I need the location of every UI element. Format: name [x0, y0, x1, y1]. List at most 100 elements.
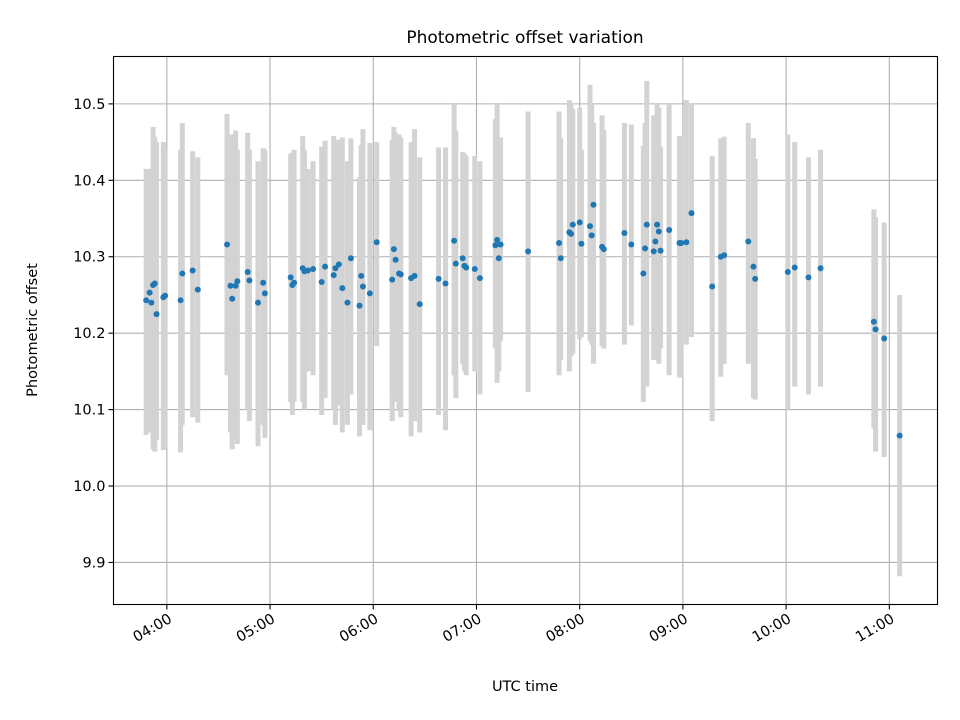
data-point: [452, 260, 459, 267]
data-point: [721, 252, 728, 259]
data-point: [229, 295, 236, 302]
data-point: [872, 326, 879, 333]
data-point: [497, 241, 504, 248]
data-point: [805, 274, 812, 281]
data-point: [683, 239, 690, 246]
data-point: [153, 311, 160, 318]
data-point: [745, 238, 752, 245]
data-point: [435, 275, 442, 282]
data-point: [495, 255, 502, 262]
data-point: [189, 267, 196, 274]
data-point: [330, 272, 337, 279]
data-point: [335, 261, 342, 268]
data-point: [590, 201, 597, 208]
data-point: [179, 270, 186, 277]
data-point: [304, 267, 311, 274]
data-point: [557, 255, 564, 262]
data-point: [358, 272, 365, 279]
data-point: [151, 280, 158, 287]
data-point: [817, 265, 824, 272]
data-point: [578, 240, 585, 247]
data-point: [162, 292, 169, 299]
data-point: [389, 276, 396, 283]
y-tick-label: 10.4: [73, 173, 105, 189]
data-point: [261, 290, 268, 297]
data-point: [287, 274, 294, 281]
data-point: [881, 335, 888, 342]
data-point: [896, 432, 903, 439]
data-point: [621, 230, 628, 237]
data-point: [416, 301, 423, 308]
data-point: [628, 241, 635, 248]
data-point: [709, 283, 716, 290]
data-point: [791, 264, 798, 271]
data-point: [643, 221, 650, 228]
y-tick-label: 10.2: [73, 326, 105, 342]
data-point: [494, 236, 501, 243]
x-tick-label: 07:00: [440, 611, 484, 646]
data-points: [143, 201, 903, 439]
plot-frame: [112, 55, 939, 606]
data-point: [356, 302, 363, 309]
data-point: [234, 278, 241, 285]
data-point: [359, 283, 366, 290]
data-point: [339, 285, 346, 292]
data-point: [750, 263, 757, 270]
y-tick-label: 10.0: [73, 479, 105, 495]
data-point: [650, 248, 657, 255]
data-point: [652, 238, 659, 245]
y-axis-label: Photometric offset: [25, 263, 41, 397]
data-point: [588, 232, 595, 239]
data-point: [492, 242, 499, 249]
data-point: [143, 297, 150, 304]
data-point: [678, 239, 685, 246]
data-point: [411, 272, 418, 279]
data-point: [366, 290, 373, 297]
y-tick-label: 10.5: [73, 97, 105, 113]
data-point: [318, 278, 325, 285]
data-point: [332, 265, 339, 272]
data-point: [442, 280, 449, 287]
data-point: [642, 245, 649, 252]
data-point: [392, 256, 399, 263]
x-tick-label: 05:00: [234, 611, 278, 646]
data-point: [373, 239, 380, 246]
data-point: [576, 219, 583, 226]
data-point: [666, 226, 673, 233]
data-point: [146, 289, 153, 296]
y-axis: 9.9 10.0 10.1 10.2 10.3 10.4 10.5: [73, 97, 114, 571]
data-point: [322, 263, 329, 270]
x-tick-label: 11:00: [853, 611, 897, 646]
data-point: [260, 279, 267, 286]
data-point: [688, 210, 695, 217]
data-point: [459, 255, 466, 262]
chart-title: Photometric offset variation: [406, 28, 643, 48]
data-point: [655, 228, 662, 235]
data-point: [244, 269, 251, 276]
data-point: [227, 282, 234, 289]
data-point: [471, 265, 478, 272]
x-tick-label: 04:00: [131, 611, 175, 646]
data-point: [525, 248, 532, 255]
x-axis: 04:00 05:00 06:00 07:00 08:00 09:00 10:00 11:00: [131, 604, 897, 646]
data-point: [148, 299, 155, 306]
data-point: [752, 275, 759, 282]
data-point: [344, 299, 351, 306]
x-tick-label: 08:00: [543, 611, 587, 646]
x-axis-label: UTC time: [492, 679, 558, 695]
data-point: [568, 230, 575, 237]
data-point: [654, 221, 661, 228]
x-tick-label: 10:00: [750, 611, 794, 646]
data-point: [310, 265, 317, 272]
data-point: [556, 239, 563, 246]
data-point: [347, 255, 354, 262]
y-tick-label: 9.9: [82, 555, 105, 571]
data-point: [194, 286, 201, 293]
data-point: [463, 264, 470, 271]
data-point: [177, 297, 184, 304]
y-tick-label: 10.1: [73, 403, 105, 419]
x-tick-label: 09:00: [647, 611, 691, 646]
data-point: [390, 246, 397, 253]
data-point: [569, 221, 576, 228]
